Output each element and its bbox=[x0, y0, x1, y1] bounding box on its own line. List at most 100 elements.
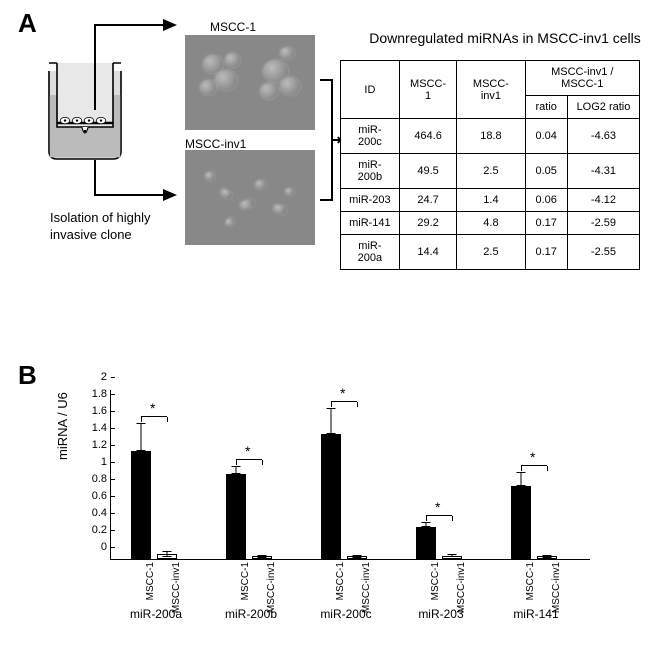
table-cell: -4.31 bbox=[567, 154, 639, 189]
bar bbox=[511, 486, 531, 559]
th-ratio-group: MSCC-inv1 / MSCC-1 bbox=[525, 61, 640, 96]
table-cell: 4.8 bbox=[457, 212, 525, 235]
error-bar bbox=[521, 472, 522, 486]
x-bar-label: MSCC-inv1 bbox=[361, 562, 372, 613]
isolation-label: Isolation of highly invasive clone bbox=[50, 210, 150, 244]
th-log2: LOG2 ratio bbox=[567, 96, 639, 119]
table-row: miR-200c464.618.80.04-4.63 bbox=[341, 119, 640, 154]
table-cell: -4.63 bbox=[567, 119, 639, 154]
x-bar-label: MSCC-1 bbox=[145, 562, 156, 600]
x-bar-label: MSCC-1 bbox=[240, 562, 251, 600]
table-cell: 1.4 bbox=[457, 189, 525, 212]
x-bar-label: MSCC-inv1 bbox=[266, 562, 277, 613]
error-bar bbox=[141, 423, 142, 451]
sig-bracket bbox=[426, 515, 452, 516]
sig-tick bbox=[331, 402, 332, 407]
bar-chart: 00.20.40.60.811.21.41.61.82MSCC-1MSCC-in… bbox=[110, 390, 590, 560]
table-cell: -2.55 bbox=[567, 235, 639, 270]
x-group-label: miR-200b bbox=[211, 607, 291, 621]
table-cell: 18.8 bbox=[457, 119, 525, 154]
panel-a-label: A bbox=[18, 8, 37, 39]
table-cell: 49.5 bbox=[399, 154, 457, 189]
error-bar bbox=[452, 554, 453, 557]
sig-tick bbox=[236, 460, 237, 465]
sig-tick bbox=[547, 466, 548, 471]
x-bar-label: MSCC-1 bbox=[335, 562, 346, 600]
sig-bracket bbox=[521, 465, 547, 466]
y-tick: 0.2 bbox=[85, 524, 111, 536]
table-cell: 14.4 bbox=[399, 235, 457, 270]
table-row: miR-20324.71.40.06-4.12 bbox=[341, 189, 640, 212]
panel-b-label: B bbox=[18, 360, 37, 391]
table-title: Downregulated miRNAs in MSCC-inv1 cells bbox=[365, 30, 645, 46]
table-cell: miR-141 bbox=[341, 212, 400, 235]
bar bbox=[131, 451, 151, 559]
table-row: miR-14129.24.80.17-2.59 bbox=[341, 212, 640, 235]
error-bar bbox=[236, 466, 237, 475]
bar bbox=[321, 434, 341, 559]
table-cell: 2.5 bbox=[457, 154, 525, 189]
table-cell: 0.05 bbox=[525, 154, 567, 189]
x-bar-label: MSCC-inv1 bbox=[456, 562, 467, 613]
table-cell: miR-200a bbox=[341, 235, 400, 270]
table-cell: -4.12 bbox=[567, 189, 639, 212]
micrograph-mscc1 bbox=[185, 35, 315, 130]
sig-tick bbox=[357, 402, 358, 407]
y-tick: 0.4 bbox=[85, 507, 111, 519]
sig-star: * bbox=[435, 499, 440, 515]
error-bar bbox=[547, 555, 548, 558]
panel-a: MSCC-1 MSCC-inv1 Isolation of highly inv… bbox=[40, 10, 640, 300]
x-group-label: miR-203 bbox=[401, 607, 481, 621]
table-row: miR-200b49.52.50.05-4.31 bbox=[341, 154, 640, 189]
table-cell: miR-203 bbox=[341, 189, 400, 212]
sig-star: * bbox=[530, 449, 535, 465]
y-tick: 1.6 bbox=[85, 405, 111, 417]
table-cell: miR-200b bbox=[341, 154, 400, 189]
bar bbox=[416, 527, 436, 559]
table-cell: 2.5 bbox=[457, 235, 525, 270]
micrograph-msccinv1 bbox=[185, 150, 315, 245]
sig-tick bbox=[262, 460, 263, 465]
sig-tick bbox=[141, 417, 142, 422]
sig-star: * bbox=[150, 400, 155, 416]
mirna-table: ID MSCC-1 MSCC-inv1 MSCC-inv1 / MSCC-1 r… bbox=[340, 60, 640, 270]
sig-tick bbox=[167, 417, 168, 422]
sig-star: * bbox=[245, 443, 250, 459]
sig-bracket bbox=[141, 416, 167, 417]
error-bar bbox=[262, 555, 263, 558]
table-cell: 0.17 bbox=[525, 235, 567, 270]
sig-bracket bbox=[331, 401, 357, 402]
error-bar bbox=[357, 555, 358, 558]
x-bar-label: MSCC-1 bbox=[525, 562, 536, 600]
table-cell: 0.04 bbox=[525, 119, 567, 154]
y-tick: 1.8 bbox=[85, 388, 111, 400]
transwell-diagram bbox=[45, 60, 125, 170]
micrograph2-label: MSCC-inv1 bbox=[185, 137, 246, 151]
y-tick: 1 bbox=[85, 456, 111, 468]
sig-tick bbox=[452, 516, 453, 521]
sig-tick bbox=[521, 466, 522, 471]
y-tick: 0.6 bbox=[85, 490, 111, 502]
isolation-text-2: invasive clone bbox=[50, 227, 132, 242]
error-bar bbox=[426, 522, 427, 526]
bar bbox=[226, 474, 246, 559]
y-tick: 1.2 bbox=[85, 439, 111, 451]
x-bar-label: MSCC-inv1 bbox=[551, 562, 562, 613]
th-mscc1: MSCC-1 bbox=[399, 61, 457, 119]
y-tick: 1.4 bbox=[85, 422, 111, 434]
x-bar-label: MSCC-inv1 bbox=[171, 562, 182, 613]
table-cell: 0.06 bbox=[525, 189, 567, 212]
table-cell: 24.7 bbox=[399, 189, 457, 212]
table-cell: 29.2 bbox=[399, 212, 457, 235]
y-axis-label: miRNA / U6 bbox=[55, 392, 70, 460]
table-cell: 0.17 bbox=[525, 212, 567, 235]
table-row: miR-200a14.42.50.17-2.55 bbox=[341, 235, 640, 270]
table-cell: 464.6 bbox=[399, 119, 457, 154]
x-group-label: miR-141 bbox=[496, 607, 576, 621]
x-bar-label: MSCC-1 bbox=[430, 562, 441, 600]
y-tick: 0.8 bbox=[85, 473, 111, 485]
sig-bracket bbox=[236, 459, 262, 460]
table-cell: miR-200c bbox=[341, 119, 400, 154]
panel-b: miRNA / U6 00.20.40.60.811.21.41.61.82MS… bbox=[60, 380, 610, 640]
th-id: ID bbox=[341, 61, 400, 119]
